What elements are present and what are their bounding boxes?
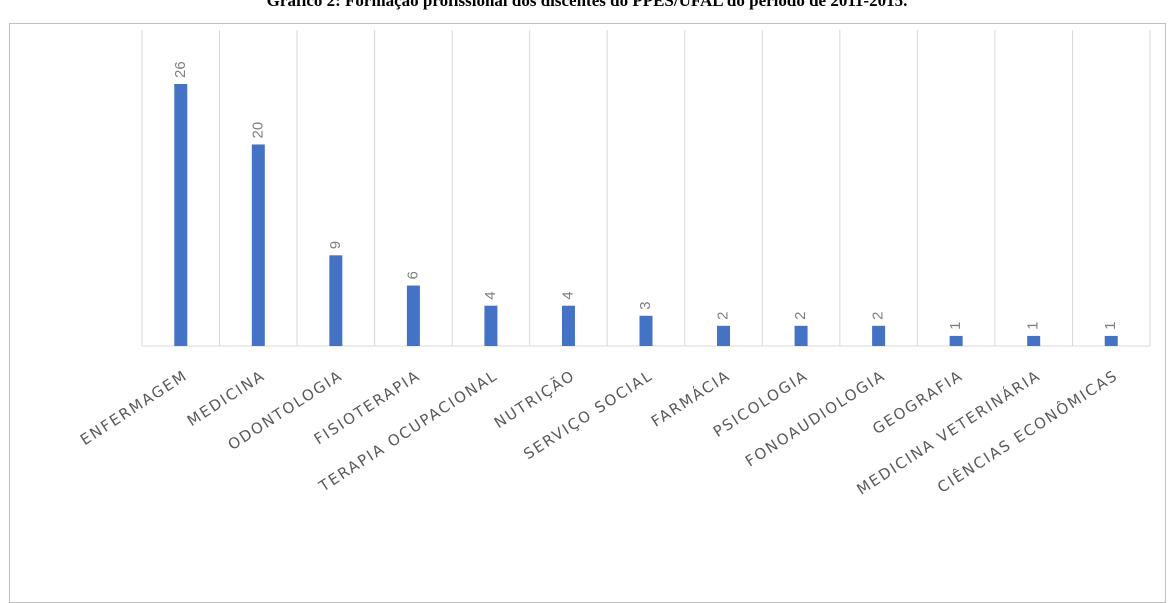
data-label: 2 bbox=[792, 312, 809, 320]
bar bbox=[1104, 335, 1118, 346]
data-label: 1 bbox=[947, 322, 964, 330]
data-label: 6 bbox=[404, 271, 421, 279]
data-label: 1 bbox=[1102, 322, 1119, 330]
x-tick-label: SERVIÇO SOCIAL bbox=[520, 366, 656, 463]
x-tick-label: ENFERMAGEM bbox=[77, 366, 191, 449]
x-tick-label: FONOAUDIOLOGIA bbox=[742, 366, 889, 470]
bar bbox=[717, 325, 731, 346]
data-label: 1 bbox=[1025, 322, 1042, 330]
data-label: 9 bbox=[327, 241, 344, 249]
bar bbox=[174, 84, 188, 346]
data-label: 2 bbox=[870, 312, 887, 320]
bar bbox=[406, 285, 420, 346]
bar bbox=[329, 255, 343, 346]
bar-chart: 26ENFERMAGEM20MEDICINA9ODONTOLOGIA6FISIO… bbox=[77, 30, 1151, 499]
bar bbox=[251, 144, 265, 346]
data-label: 3 bbox=[637, 301, 654, 309]
bar bbox=[639, 315, 653, 346]
data-label: 2 bbox=[715, 312, 732, 320]
bar bbox=[561, 305, 575, 346]
chart-title: Gráfico 2: Formação profissional dos dis… bbox=[266, 0, 908, 10]
data-label: 20 bbox=[249, 122, 266, 139]
bar bbox=[872, 325, 886, 346]
bar bbox=[1027, 335, 1041, 346]
data-label: 26 bbox=[172, 61, 189, 78]
bar bbox=[484, 305, 498, 346]
data-label: 4 bbox=[482, 291, 499, 299]
data-label: 4 bbox=[559, 291, 576, 299]
bar bbox=[949, 335, 963, 346]
bar bbox=[794, 325, 808, 346]
